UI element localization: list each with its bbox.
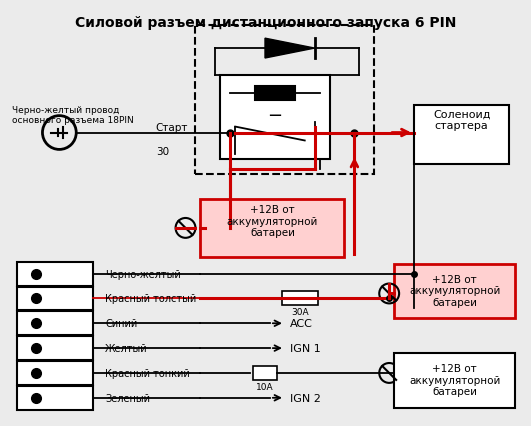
- Text: +12В от
аккумуляторной
батареи: +12В от аккумуляторной батареи: [409, 363, 500, 396]
- Text: −: −: [268, 106, 282, 124]
- Bar: [394, 264, 516, 319]
- Text: Синий: Синий: [105, 319, 138, 328]
- Text: Черно-желтый провод
основного разъема 18PIN: Черно-желтый провод основного разъема 18…: [12, 106, 133, 125]
- Text: 10A: 10A: [256, 382, 274, 391]
- Bar: [195, 26, 374, 175]
- Text: 30A: 30A: [291, 308, 309, 317]
- Bar: [16, 312, 93, 335]
- Text: Силовой разъем дистанционного запуска 6 PIN: Силовой разъем дистанционного запуска 6 …: [75, 16, 457, 30]
- Bar: [220, 76, 330, 160]
- Text: Соленоид
стартера: Соленоид стартера: [433, 109, 491, 131]
- Text: Красный тонкий: Красный тонкий: [105, 368, 190, 378]
- Text: +12В от
аккумуляторной
батареи: +12В от аккумуляторной батареи: [409, 274, 500, 307]
- Text: ACC: ACC: [290, 319, 313, 328]
- Bar: [255, 86, 295, 101]
- Text: Зеленый: Зеленый: [105, 393, 150, 403]
- Bar: [16, 262, 93, 286]
- Bar: [414, 106, 509, 165]
- Text: IGN 2: IGN 2: [290, 393, 321, 403]
- Text: 30: 30: [156, 147, 169, 157]
- Text: Желтый: Желтый: [105, 343, 148, 353]
- Text: IGN 1: IGN 1: [290, 343, 321, 353]
- Bar: [16, 337, 93, 360]
- Text: +12В от
аккумуляторной
батареи: +12В от аккумуляторной батареи: [227, 204, 318, 238]
- Bar: [200, 200, 345, 257]
- Bar: [16, 287, 93, 311]
- Polygon shape: [265, 39, 315, 59]
- Bar: [394, 353, 516, 408]
- Bar: [16, 386, 93, 410]
- Bar: [16, 361, 93, 385]
- Text: Красный толстый: Красный толстый: [105, 294, 196, 304]
- Bar: [253, 366, 277, 380]
- Text: Черно-желтый: Черно-желтый: [105, 269, 181, 279]
- Text: Старт: Старт: [156, 122, 188, 132]
- Bar: [282, 292, 318, 306]
